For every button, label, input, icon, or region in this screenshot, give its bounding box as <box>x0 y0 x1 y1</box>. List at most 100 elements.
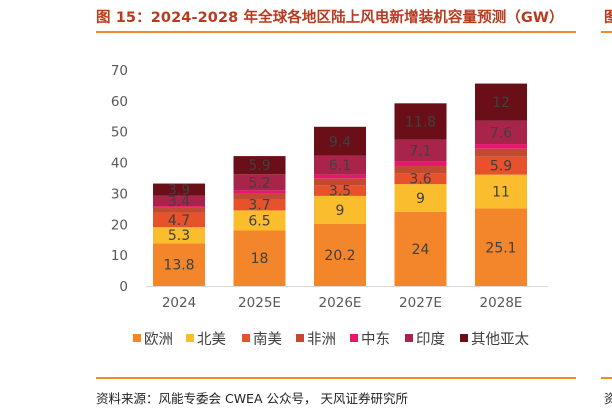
x-tick-label: 2026E <box>319 295 362 311</box>
bar-segment <box>475 156 527 175</box>
bar-value-label: 11 <box>492 185 510 201</box>
bar-segment <box>233 198 286 211</box>
bar-segment <box>153 243 205 286</box>
y-axis: 0 10 20 30 40 50 60 70 <box>111 63 128 295</box>
bar-segment <box>314 174 366 179</box>
bar-segment <box>314 178 366 186</box>
bar-segment <box>314 185 366 196</box>
legend-swatch <box>350 334 358 342</box>
source-rule <box>96 377 576 379</box>
legend-swatch <box>186 334 194 342</box>
figure-title: 图 15：2024-2028 年全球各地区陆上风电新增装机容量预测（GW） <box>96 10 564 26</box>
bar-segment <box>314 223 366 286</box>
bar-segment <box>153 206 205 208</box>
bar-segment <box>233 190 286 194</box>
legend: 欧洲 北美 南美 非洲 中东 印度 其他亚太 <box>133 331 529 348</box>
bar-segment <box>153 207 205 213</box>
bar-value-label: 11.8 <box>405 115 436 131</box>
bar-segment <box>475 208 527 286</box>
x-tick-label: 2025E <box>238 295 281 311</box>
bar-value-label: 3.7 <box>248 198 270 214</box>
bar-value-label: 5.9 <box>248 158 270 174</box>
legend-swatch <box>405 334 413 342</box>
x-tick-label: 2027E <box>399 295 442 311</box>
bar-segment <box>475 174 527 209</box>
bar-value-label: 6.1 <box>329 158 351 174</box>
bar-segment <box>394 211 447 286</box>
legend-swatch <box>242 334 250 342</box>
bar-segment <box>233 174 286 191</box>
bar-segment <box>153 212 205 228</box>
bar-value-label: 5.2 <box>248 175 270 191</box>
bar-value-label: 4.7 <box>168 213 190 229</box>
bar-segment <box>314 155 366 175</box>
bar-segment <box>475 83 527 121</box>
bar-value-label: 3.5 <box>329 183 351 199</box>
bar-segment <box>314 195 366 224</box>
x-tick-label: 2024 <box>162 295 196 311</box>
bar-segment <box>394 161 447 166</box>
y-tick-label: 60 <box>111 94 128 110</box>
legend-swatch <box>460 334 468 342</box>
bar-value-label: 24 <box>412 242 430 258</box>
bar-value-label: 25.1 <box>485 240 516 256</box>
bar-segment <box>153 227 205 244</box>
y-tick-label: 10 <box>111 248 128 264</box>
source-rule-cut <box>601 377 612 379</box>
legend-label: 欧洲 <box>144 331 173 348</box>
y-tick-label: 70 <box>111 63 128 79</box>
legend-label: 中东 <box>361 331 390 348</box>
bar-segment <box>153 195 205 207</box>
bar-value-label: 3.4 <box>168 194 190 210</box>
bar-segment <box>233 156 286 175</box>
legend-label: 其他亚太 <box>471 331 529 348</box>
bar-value-label: 5.3 <box>168 228 190 244</box>
x-tick-label: 2028E <box>480 295 523 311</box>
bar-value-label: 9 <box>416 191 425 207</box>
x-axis: 2024 2025E 2026E 2027E 2028E <box>162 295 523 311</box>
bar-segment <box>394 184 447 212</box>
title-rule <box>96 31 576 33</box>
y-tick-label: 0 <box>119 279 128 295</box>
bar-segment <box>233 193 286 199</box>
bar-value-label: 7.1 <box>409 144 431 160</box>
source-cut-glyph: 资 <box>604 391 612 406</box>
source-note: 资料来源：风能专委会 CWEA 公众号， 天风证券研究所 <box>96 391 408 406</box>
bars: 13.85.34.73.43.9186.53.75.25.920.293.56.… <box>153 83 527 286</box>
bar-segment <box>475 148 527 157</box>
bar-segment <box>233 210 286 231</box>
bar-segment <box>233 230 286 286</box>
bar-value-label: 6.5 <box>248 213 270 229</box>
y-tick-label: 20 <box>111 217 128 233</box>
bar-value-label: 7.6 <box>490 125 512 141</box>
bar-segment <box>394 139 447 162</box>
bar-segment <box>475 144 527 149</box>
legend-swatch <box>296 334 304 342</box>
bar-value-label: 13.8 <box>163 258 194 274</box>
bar-segment <box>394 103 447 140</box>
bar-value-label: 12 <box>492 95 510 111</box>
legend-swatch <box>133 334 141 342</box>
bar-segment <box>394 165 447 174</box>
figure-title-cut-glyph: 图 <box>604 10 612 26</box>
legend-label: 北美 <box>197 331 226 348</box>
bar-segment <box>475 120 527 145</box>
bar-segment <box>153 183 205 196</box>
title-rule-cut <box>601 31 612 33</box>
legend-label: 印度 <box>416 331 445 348</box>
bar-segment <box>314 126 366 156</box>
bar-value-label: 9 <box>336 203 345 219</box>
bar-value-label: 3.6 <box>409 172 431 188</box>
bar-value-label: 3.9 <box>168 183 190 199</box>
y-tick-label: 30 <box>111 186 128 202</box>
legend-label: 非洲 <box>307 331 336 348</box>
legend-label: 南美 <box>253 331 282 348</box>
y-tick-label: 50 <box>111 125 128 141</box>
bar-value-label: 9.4 <box>329 134 351 150</box>
bar-value-label: 18 <box>251 251 269 267</box>
bar-segment <box>394 173 447 185</box>
bar-value-label: 20.2 <box>324 248 355 264</box>
y-tick-label: 40 <box>111 156 128 172</box>
bar-value-label: 5.9 <box>490 159 512 175</box>
